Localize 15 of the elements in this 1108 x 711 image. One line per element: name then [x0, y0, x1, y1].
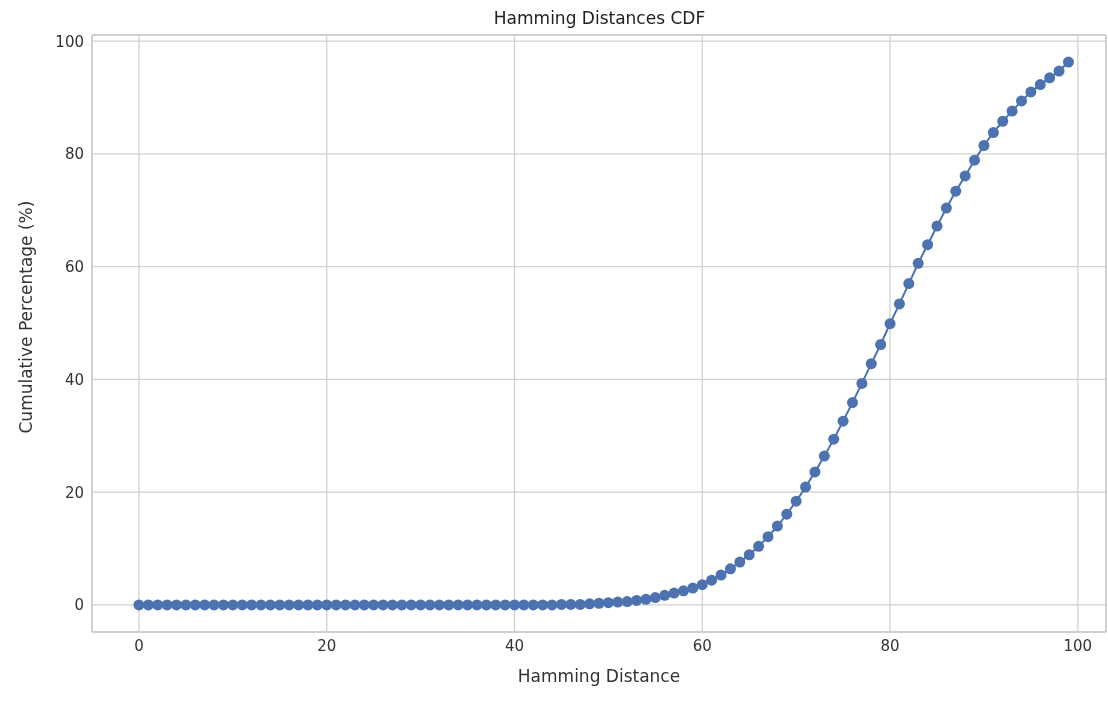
y-tick-label: 40	[64, 370, 84, 389]
x-tick-label: 20	[317, 636, 337, 655]
x-tick-label: 100	[1063, 636, 1093, 655]
y-tick-label: 0	[74, 596, 84, 615]
x-tick-label: 80	[880, 636, 900, 655]
x-tick-label: 40	[504, 636, 525, 655]
y-tick-label: 80	[64, 145, 84, 164]
chart-title: Hamming Distances CDF	[492, 8, 707, 28]
y-tick-label: 60	[64, 258, 84, 277]
y-tick-label: 20	[64, 483, 84, 502]
x-tick-label: 0	[134, 636, 144, 655]
x-axis-title: Hamming Distance	[517, 666, 681, 686]
x-tick-label: 60	[692, 636, 712, 655]
y-tick-label: 100	[55, 32, 84, 51]
y-axis-title: Cumulative Percentage (%)	[16, 200, 37, 434]
